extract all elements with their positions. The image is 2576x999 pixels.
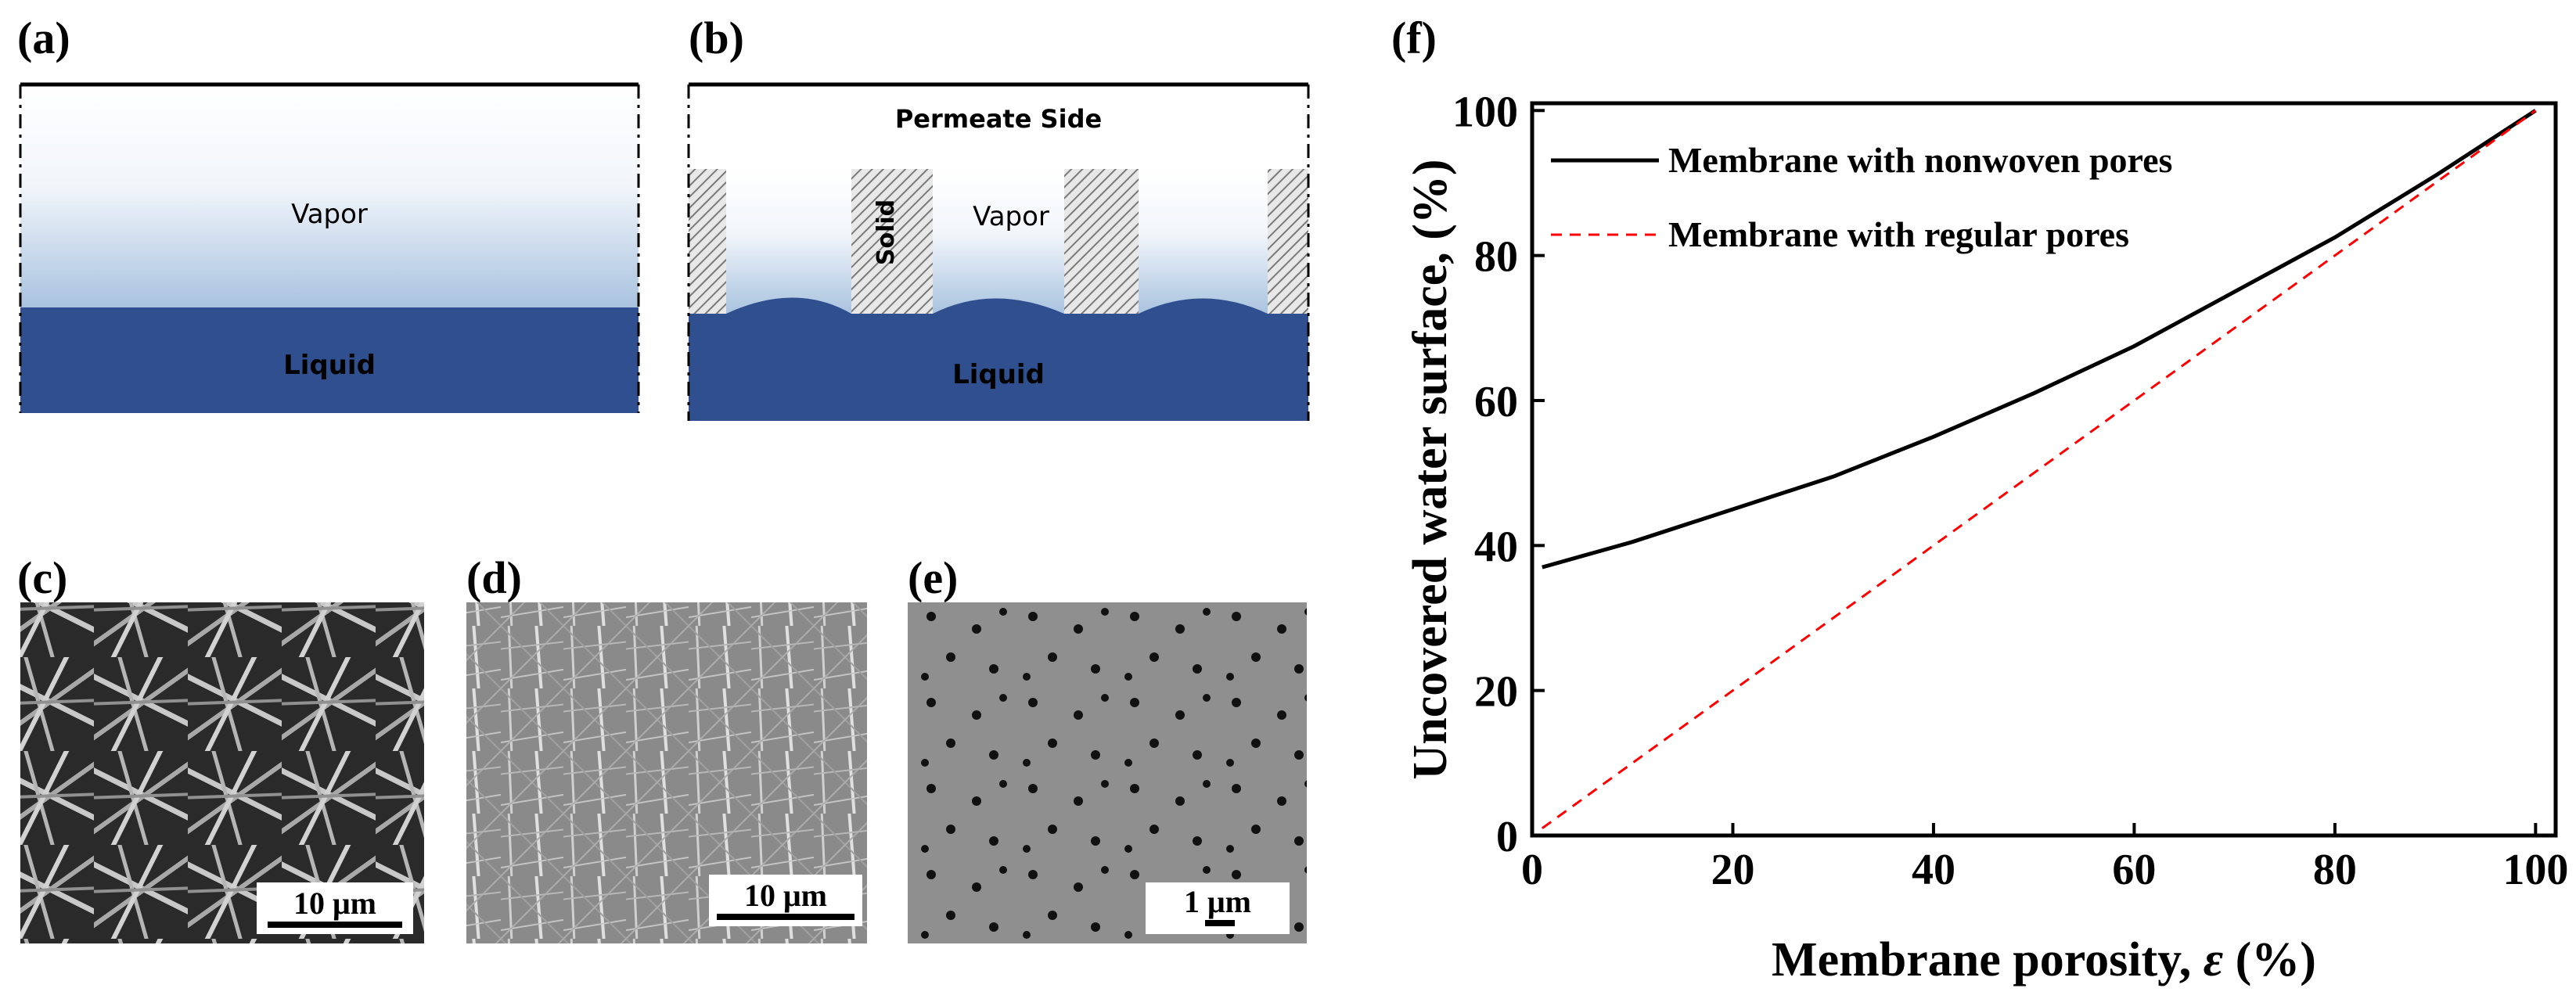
panel-d-sem-image: 10 μm	[466, 602, 867, 943]
y-tick-label: 60	[1474, 378, 1518, 426]
x-axis-label-main: Membrane porosity,	[1772, 933, 2204, 986]
panel-e-sem-image: 1 μm	[908, 602, 1307, 943]
panel-b-meniscus-3	[1139, 298, 1268, 314]
y-tick-label: 100	[1452, 88, 1518, 136]
panel-b-solid-2	[1064, 169, 1139, 314]
panel-b-meniscus-1	[726, 297, 851, 314]
panel-a-label: (a)	[17, 13, 70, 63]
series-line-regular	[1541, 110, 2537, 829]
panel-d-label: (d)	[466, 552, 522, 603]
chart-plot-frame	[1530, 101, 2558, 838]
panel-b-liquid-region	[689, 314, 1308, 421]
chart-f: 0 20 40 60 80 100 0 20 40 60 80 100 Membrane with n…	[1404, 88, 2568, 986]
panel-c-scalebar	[268, 922, 402, 928]
y-tick-label: 0	[1496, 813, 1518, 861]
chart-x-axis-label: Membrane porosity, ε (%)	[1772, 933, 2316, 986]
panel-b-vapor-region	[689, 169, 1308, 314]
x-tick-label: 100	[2502, 846, 2568, 894]
panel-c-sem-image: 10 μm	[20, 602, 424, 943]
panel-b-solid-1	[851, 169, 933, 314]
x-tick-label: 60	[2112, 846, 2156, 894]
panel-e-scalebar	[1205, 920, 1235, 926]
panel-b-vapor-label: Vapor	[973, 201, 1049, 232]
panel-b-meniscus-2	[933, 298, 1064, 314]
y-tick-label: 40	[1474, 523, 1518, 571]
panel-e-scalebar-label: 1 μm	[1184, 884, 1251, 919]
panel-b-label: (b)	[689, 13, 744, 63]
x-tick-label: 80	[2313, 846, 2357, 894]
panel-a-vapor-region	[20, 84, 639, 307]
panel-c-scalebar-label: 10 μm	[293, 886, 376, 921]
panel-b-permeate-region	[689, 84, 1308, 169]
y-tick-label: 20	[1474, 668, 1518, 717]
legend-label-regular: Membrane with regular pores	[1668, 214, 2129, 254]
x-tick-label: 40	[1912, 846, 1955, 894]
panel-a-vapor-label: Vapor	[291, 199, 368, 230]
x-tick-label: 0	[1521, 846, 1543, 894]
legend-label-nonwoven: Membrane with nonwoven pores	[1668, 140, 2172, 180]
panel-b-permeate-label: Permeate Side	[895, 104, 1102, 134]
panel-c-label: (c)	[17, 552, 67, 603]
panel-b-solid-0	[689, 169, 726, 314]
panel-b-liquid-label: Liquid	[952, 359, 1045, 390]
panel-d-scalebar-label: 10 μm	[744, 878, 827, 913]
panel-e-label: (e)	[908, 552, 958, 603]
panel-f-label: (f)	[1391, 13, 1437, 63]
y-tick-label: 80	[1474, 233, 1518, 282]
x-axis-label-symbol: ε	[2204, 933, 2223, 986]
chart-legend: Membrane with nonwoven pores Membrane wi…	[1551, 140, 2172, 254]
chart-ticks: 0 20 40 60 80 100 0 20 40 60 80 100	[1452, 88, 2568, 894]
panel-a-liquid-label: Liquid	[283, 350, 376, 381]
panel-b-diagram: Permeate Side Vapor Solid Liquid	[687, 82, 1310, 421]
panel-a-diagram: Vapor Liquid	[19, 82, 640, 413]
panel-a-liquid-region	[20, 307, 639, 413]
chart-y-axis-label: Uncovered water surface, (%)	[1404, 159, 1457, 779]
series-line-nonwoven	[1542, 109, 2537, 570]
x-tick-label: 20	[1711, 846, 1754, 894]
panel-b-solid-3	[1268, 169, 1308, 314]
chart-series-group	[1541, 109, 2537, 829]
x-axis-label-unit: (%)	[2223, 933, 2316, 986]
panel-b-solid-label: Solid	[872, 199, 900, 265]
panel-d-scalebar	[717, 914, 854, 920]
